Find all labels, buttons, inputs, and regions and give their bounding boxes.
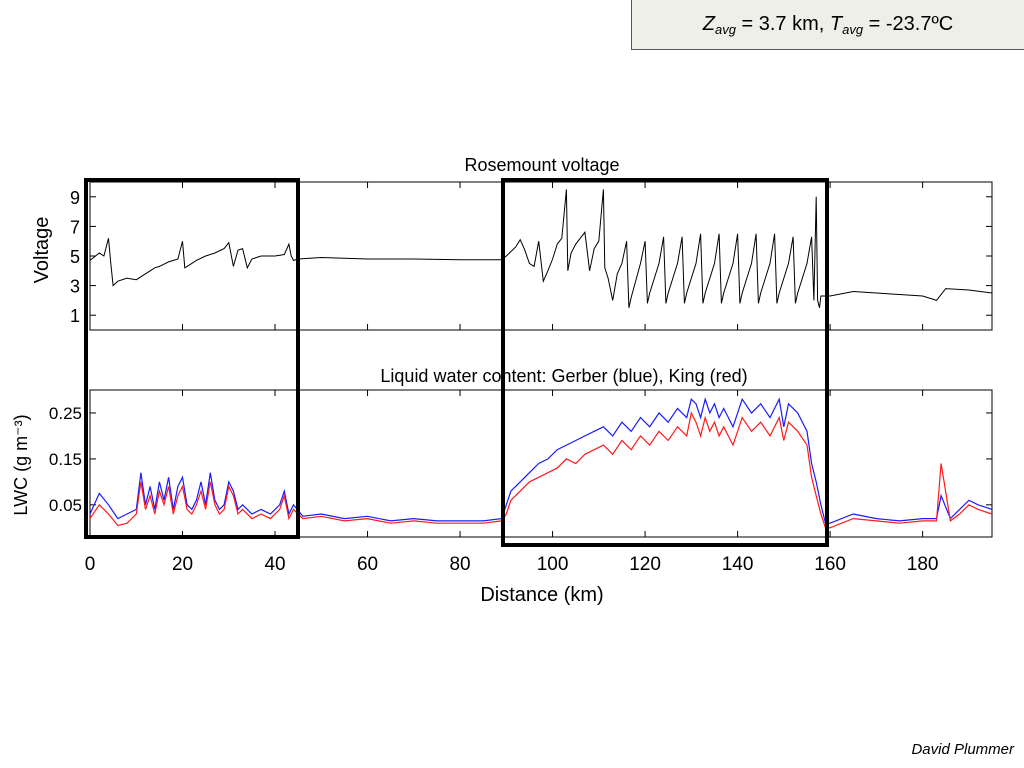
lwc-xtick-label: 20: [172, 554, 193, 575]
lwc-xtick-label: 180: [907, 554, 939, 575]
lwc-ytick-label: 0.05: [49, 496, 82, 515]
highlight-box-right: [501, 178, 829, 547]
author-credit: David Plummer: [911, 741, 1014, 758]
lwc-x-ticks: 0 20 40 60 80 100 120 140 160 180: [85, 390, 939, 575]
lwc-xtick-label: 100: [537, 554, 569, 575]
voltage-series-line: [89, 189, 993, 308]
voltage-frame: [89, 181, 993, 331]
gerber-series-line: [89, 397, 993, 524]
voltage-ytick-label: 7: [70, 217, 80, 237]
t-subscript: avg: [842, 21, 864, 37]
voltage-x-ticks: [89, 182, 924, 330]
t-value: = -23.7ºC: [863, 12, 954, 35]
voltage-ytick-label: 3: [70, 277, 80, 297]
z-subscript: avg: [714, 21, 736, 37]
lwc-title: Liquid water content: Gerber (blue), Kin…: [380, 366, 747, 386]
voltage-ylabel: Voltage: [31, 217, 53, 284]
z-symbol: Z: [702, 12, 715, 35]
lwc-xtick-label: 40: [264, 554, 285, 575]
lwc-xlabel: Distance (km): [480, 584, 603, 606]
lwc-y-ticks: 0.25 0.15 0.05: [49, 404, 992, 515]
voltage-title: Rosemount voltage: [464, 155, 619, 175]
lwc-xtick-label: 0: [85, 554, 96, 575]
voltage-ytick-label: 5: [70, 247, 80, 267]
king-series-line: [89, 411, 993, 529]
lwc-frame: [89, 389, 993, 538]
lwc-xtick-label: 80: [449, 554, 470, 575]
lwc-ytick-label: 0.15: [49, 450, 82, 469]
voltage-y-ticks: 1 3 5 7 9: [70, 188, 992, 326]
t-symbol: T: [829, 12, 843, 35]
lwc-xtick-label: 160: [814, 554, 846, 575]
stats-line: Zavg = 3.7 km, Tavg = -23.7ºC: [703, 13, 953, 37]
voltage-ytick-label: 9: [70, 188, 80, 208]
voltage-ytick-label: 1: [70, 306, 80, 326]
lwc-xtick-label: 120: [629, 554, 661, 575]
lwc-ytick-label: 0.25: [49, 404, 82, 423]
lwc-xtick-label: 140: [722, 554, 754, 575]
lwc-ylabel: LWC (g m⁻³): [11, 414, 31, 515]
lwc-xtick-label: 60: [357, 554, 378, 575]
stats-box: Zavg = 3.7 km, Tavg = -23.7ºC: [631, 0, 1024, 50]
highlight-box-left: [84, 178, 300, 539]
z-value: = 3.7 km,: [735, 12, 830, 35]
